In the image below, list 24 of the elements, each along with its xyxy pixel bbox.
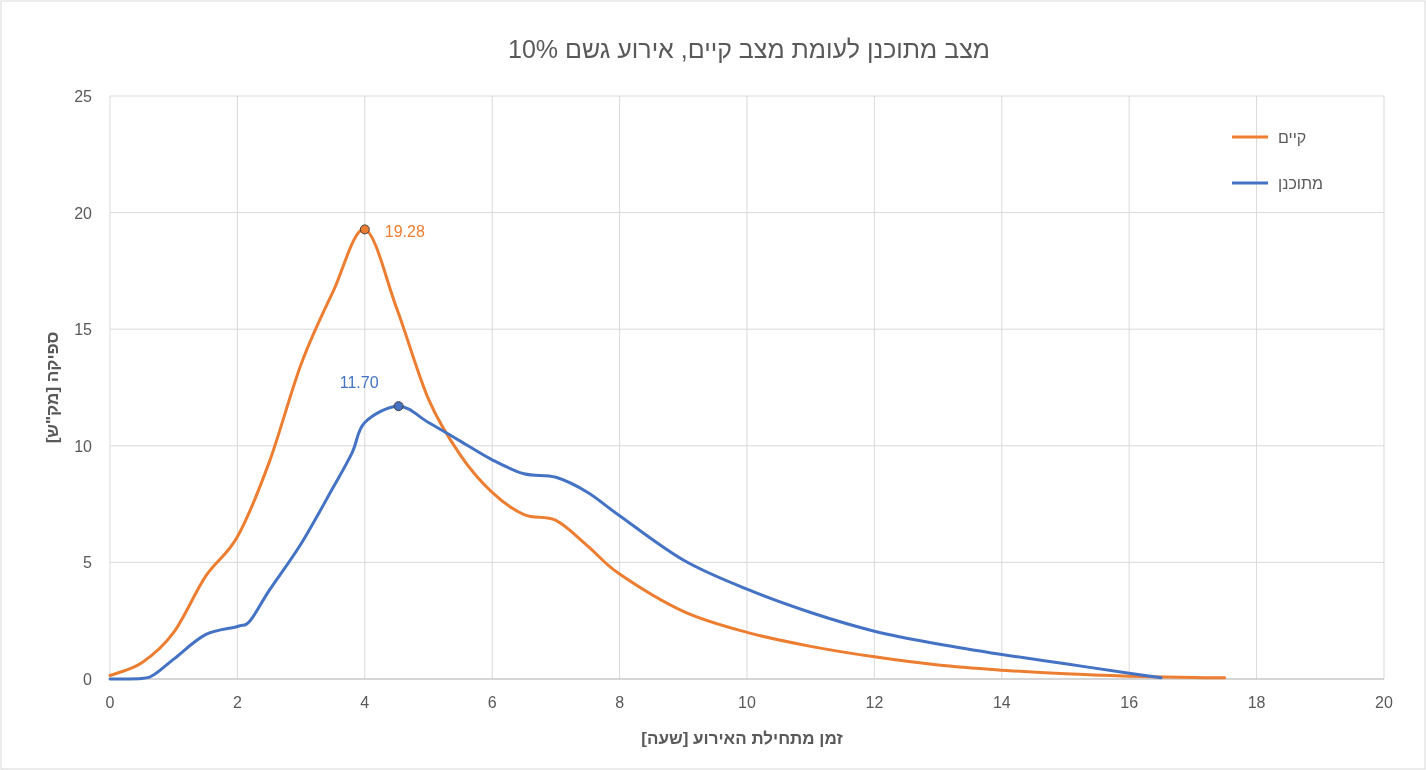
x-tick-label: 16 bbox=[1120, 694, 1139, 711]
x-tick-label: 10 bbox=[738, 694, 756, 711]
y-tick-label: 0 bbox=[83, 671, 93, 688]
x-tick-label: 12 bbox=[865, 694, 884, 711]
x-tick-label: 20 bbox=[1375, 694, 1393, 711]
x-tick-label: 2 bbox=[232, 694, 242, 711]
x-axis-title: זמן מתחילת האירוע [שעה] bbox=[641, 729, 843, 748]
y-tick-label: 25 bbox=[74, 88, 93, 105]
y-tick-label: 15 bbox=[74, 321, 93, 339]
legend-label: קיים bbox=[1278, 129, 1307, 146]
x-tick-label: 8 bbox=[615, 694, 625, 711]
x-tick-label: 4 bbox=[360, 694, 370, 711]
y-tick-label: 5 bbox=[83, 554, 93, 572]
legend-label: מתוכנן bbox=[1278, 175, 1323, 192]
x-tick-label: 18 bbox=[1247, 694, 1266, 711]
data-label: 19.28 bbox=[384, 223, 425, 241]
y-tick-label: 20 bbox=[74, 204, 93, 222]
y-axis-title: ספיקה [מק"ש] bbox=[43, 331, 62, 444]
x-tick-label: 14 bbox=[992, 694, 1011, 711]
x-tick-label: 6 bbox=[487, 694, 497, 711]
y-tick-label: 10 bbox=[74, 437, 93, 455]
chart-title: מצב מתוכנן לעומת מצב קיים, אירוע גשם 10% bbox=[508, 35, 990, 63]
x-tick-label: 0 bbox=[105, 694, 115, 711]
data-label: 11.70 bbox=[339, 374, 379, 392]
